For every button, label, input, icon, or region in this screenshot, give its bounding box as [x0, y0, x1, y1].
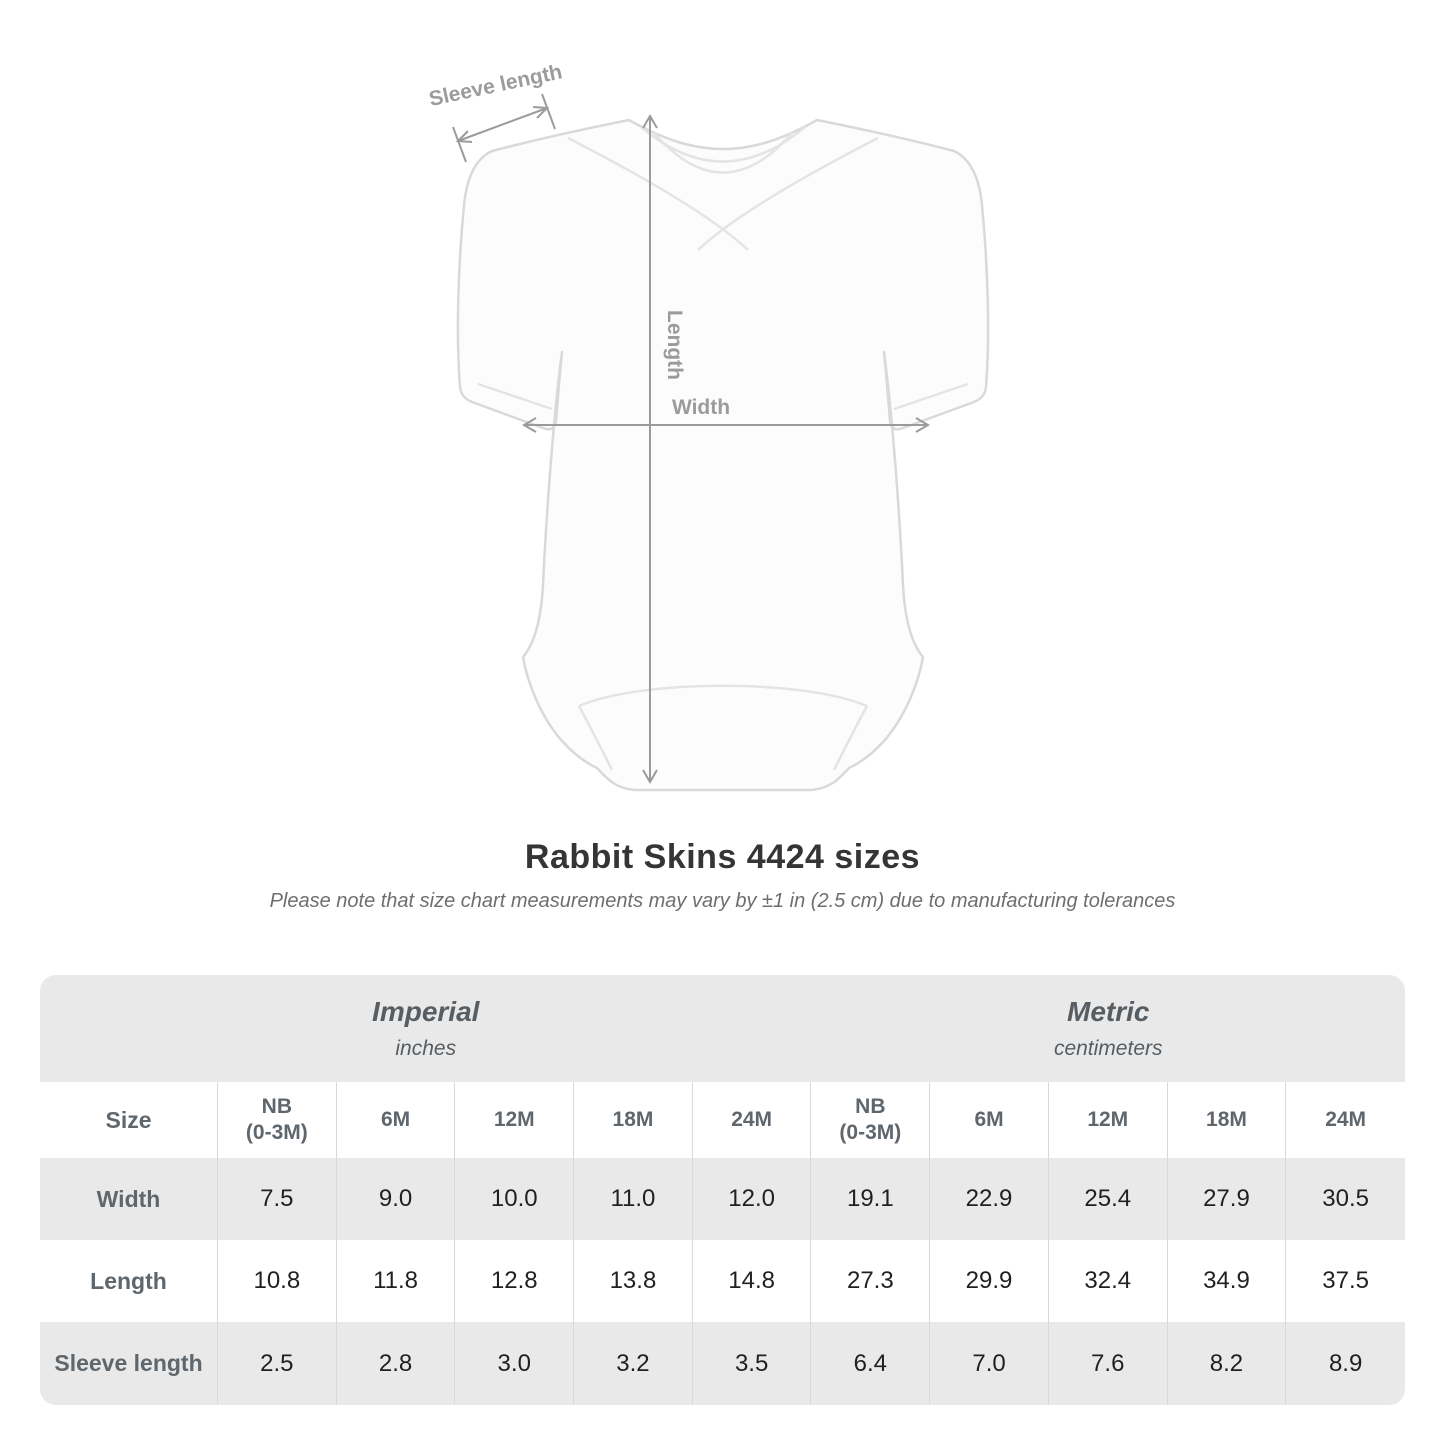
metric-unit: centimeters: [1053, 1037, 1163, 1060]
table-cell: 13.8: [574, 1240, 693, 1322]
table-cell: 27.3: [811, 1240, 931, 1322]
table-cell: 12.8: [455, 1240, 575, 1322]
row-label-length: Length: [40, 1240, 218, 1322]
table-cell: 29.9: [930, 1240, 1049, 1322]
table-cell: 10.0: [455, 1158, 575, 1240]
column-header: 24M: [1325, 1108, 1367, 1131]
metric-label: Metric: [1067, 996, 1150, 1027]
table-cell: 30.5: [1286, 1158, 1405, 1240]
table-cell: 6.4: [811, 1322, 931, 1405]
tolerance-note: Please note that size chart measurements…: [269, 890, 1176, 912]
row-label-width: Width: [40, 1158, 218, 1240]
size-header-cell: Size: [40, 1082, 218, 1158]
row-label-sleeve-length: Sleeve length: [40, 1322, 218, 1405]
column-header: 12M: [455, 1082, 575, 1158]
column-header: NB (0-3M): [811, 1082, 931, 1158]
column-header: NB (0-3M): [218, 1082, 337, 1158]
table-cell: 2.8: [336, 1322, 456, 1405]
length-label: Length: [663, 310, 686, 380]
table-cell: 3.5: [692, 1322, 812, 1405]
width-arrow: [522, 417, 930, 433]
onesie-measurement-diagram: Length Width Sleeve length: [427, 60, 990, 792]
sleeve-length-arrow: [452, 93, 556, 163]
length-arrow: [642, 114, 658, 784]
table-cell: 11.0: [574, 1158, 693, 1240]
width-label: Width: [672, 396, 730, 419]
column-header: 12M: [1049, 1082, 1168, 1158]
column-header: 18M: [1168, 1082, 1287, 1158]
onesie-illustration: [456, 118, 990, 792]
table-cell: 11.8: [337, 1240, 456, 1322]
column-header: 6M: [337, 1082, 456, 1158]
table-cell: 7.6: [1048, 1322, 1168, 1405]
table-cell: 32.4: [1049, 1240, 1168, 1322]
column-header: 18M: [574, 1082, 693, 1158]
table-cell: 8.9: [1286, 1322, 1405, 1405]
table-cell: 19.1: [811, 1158, 931, 1240]
table-cell: 10.8: [218, 1240, 337, 1322]
table-cell: 37.5: [1322, 1267, 1369, 1294]
page-title: Rabbit Skins 4424 sizes: [524, 838, 921, 876]
table-cell: 25.4: [1048, 1158, 1168, 1240]
size-chart-table: Imperial inches Metric centimeters Size …: [40, 975, 1405, 1405]
table-cell: 34.9: [1168, 1240, 1287, 1322]
imperial-group-header: Imperial inches: [40, 975, 812, 1082]
table-cell: 3.0: [455, 1322, 575, 1405]
table-cell: 8.2: [1167, 1322, 1287, 1405]
column-header: 24M: [693, 1082, 812, 1158]
imperial-label: Imperial: [372, 996, 480, 1027]
sleeve-length-label: Sleeve length: [427, 60, 564, 111]
table-cell: 3.2: [574, 1322, 693, 1405]
imperial-unit: inches: [395, 1037, 457, 1060]
table-cell: 22.9: [930, 1158, 1049, 1240]
table-cell: 7.0: [930, 1322, 1049, 1405]
table-cell: 9.0: [336, 1158, 456, 1240]
column-header: 6M: [930, 1082, 1049, 1158]
table-cell: 7.5: [218, 1158, 337, 1240]
metric-group-header: Metric centimeters: [811, 975, 1405, 1082]
table-cell: 12.0: [692, 1158, 812, 1240]
table-cell: 27.9: [1167, 1158, 1287, 1240]
table-cell: 2.5: [218, 1322, 337, 1405]
table-cell: 14.8: [693, 1240, 812, 1322]
chart-heading: Rabbit Skins 4424 sizes Please note that…: [0, 838, 1445, 913]
